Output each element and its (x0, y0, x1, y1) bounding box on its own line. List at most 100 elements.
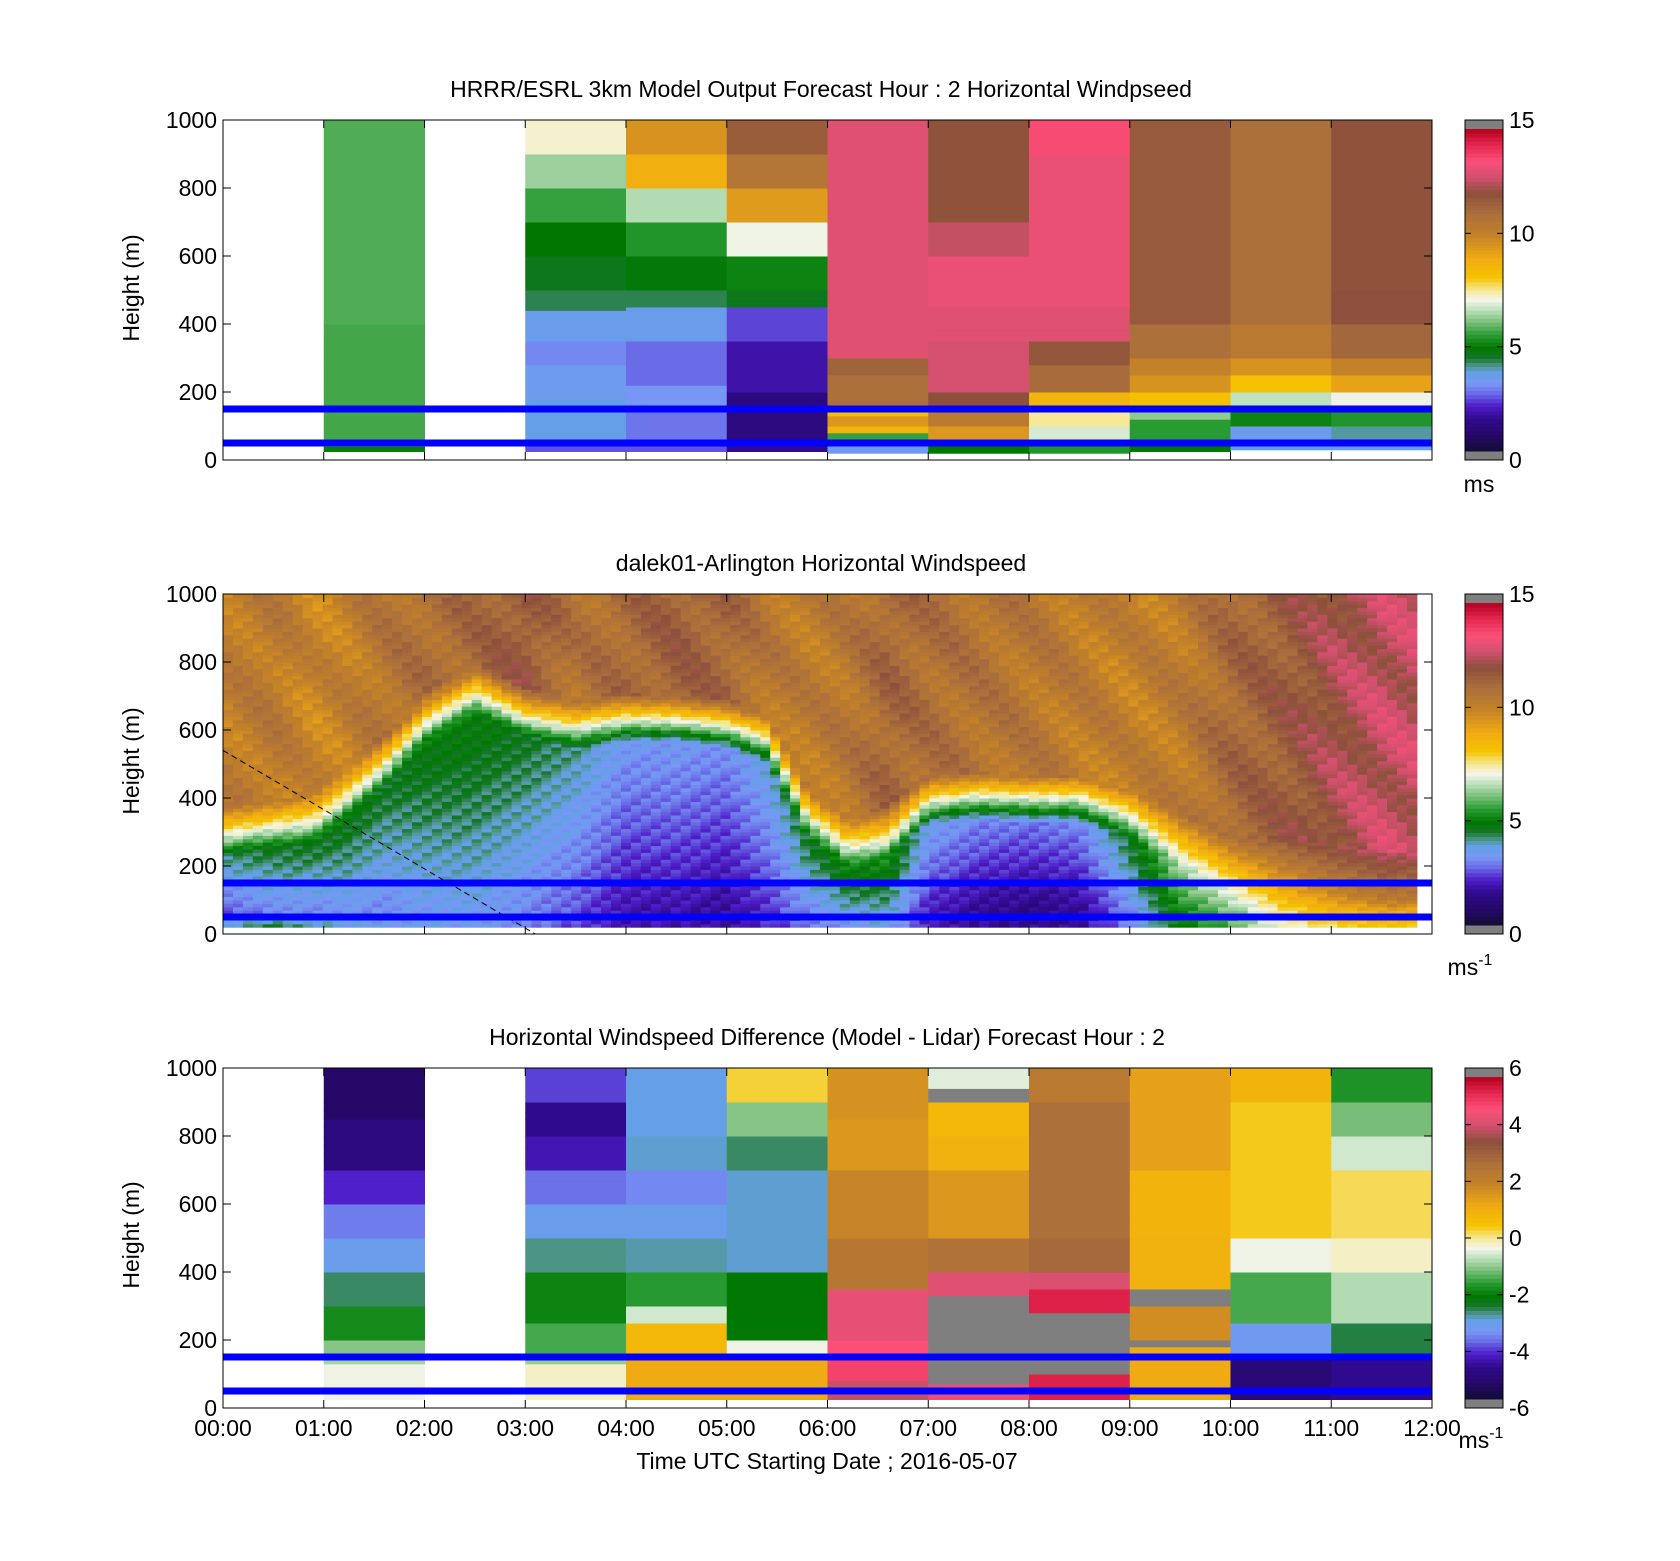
lidar-heatmap-cell (471, 781, 483, 785)
lidar-heatmap-cell (382, 716, 393, 721)
model-heatmap-cell (1029, 387, 1131, 393)
lidar-heatmap-cell (292, 675, 304, 680)
lidar-heatmap-cell (223, 641, 234, 646)
model-panel-ylabel: Height (m) (118, 234, 144, 341)
lidar-heatmap-cell (561, 743, 572, 748)
lidar-heatmap-cell (611, 906, 622, 911)
lidar-heatmap-cell (611, 689, 622, 694)
lidar-heatmap-cell (531, 869, 542, 874)
lidar-heatmap-cell (232, 889, 244, 894)
lidar-heatmap-cell (342, 801, 353, 806)
model-heatmap-cell (525, 293, 627, 298)
lidar-heatmap-cell (501, 798, 513, 802)
lidar-heatmap-cell (620, 838, 632, 843)
lidar-heatmap-cell (322, 842, 333, 847)
lidar-heatmap-cell (382, 872, 393, 877)
lidar-heatmap-cell (481, 866, 493, 870)
lidar-heatmap-cell (382, 696, 393, 700)
lidar-heatmap-cell (232, 719, 244, 724)
lidar-heatmap-cell (541, 886, 552, 891)
lidar-heatmap-cell (571, 774, 582, 779)
lidar-heatmap-cell (362, 801, 373, 806)
lidar-heatmap-cell (611, 842, 622, 847)
lidar-heatmap-cell (531, 896, 542, 901)
model-heatmap-cell (1029, 230, 1131, 257)
lidar-heatmap-cell (372, 641, 383, 646)
lidar-heatmap-cell (511, 825, 522, 830)
lidar-heatmap-cell (481, 713, 493, 717)
lidar-heatmap-cell (601, 794, 612, 799)
lidar-heatmap-cell (392, 872, 403, 877)
lidar-heatmap-cell (461, 845, 473, 850)
lidar-heatmap-cell (412, 910, 423, 915)
lidar-heatmap-cell (342, 781, 353, 785)
lidar-heatmap-cell (392, 842, 403, 847)
model-heatmap-cell (928, 414, 1030, 418)
lidar-heatmap-cell (382, 903, 393, 908)
lidar-heatmap-cell (242, 641, 254, 646)
lidar-heatmap-cell (620, 876, 632, 881)
lidar-heatmap-cell (302, 835, 314, 840)
lidar-heatmap-cell (461, 651, 473, 656)
lidar-heatmap-cell (402, 713, 413, 717)
lidar-heatmap-cell (561, 767, 572, 772)
lidar-heatmap-cell (591, 845, 602, 850)
lidar-heatmap-cell (531, 604, 542, 609)
lidar-heatmap-cell (451, 733, 463, 738)
lidar-heatmap-cell (630, 645, 642, 649)
lidar-heatmap-cell (461, 624, 473, 629)
lidar-heatmap-cell (302, 617, 314, 622)
lidar-heatmap-cell (491, 723, 503, 728)
lidar-heatmap-cell (581, 923, 592, 928)
lidar-heatmap-cell (342, 787, 353, 792)
lidar-heatmap-cell (431, 886, 443, 891)
lidar-heatmap-cell (451, 821, 463, 826)
lidar-heatmap-cell (362, 645, 373, 649)
model-heatmap-cell (726, 176, 828, 183)
lidar-heatmap-cell (511, 821, 522, 826)
lidar-heatmap-cell (501, 781, 513, 785)
lidar-heatmap-cell (471, 730, 483, 734)
lidar-heatmap-cell (451, 719, 463, 724)
lidar-heatmap-cell (620, 696, 632, 700)
lidar-heatmap-cell (372, 733, 383, 738)
lidar-heatmap-cell (272, 631, 284, 636)
lidar-heatmap-cell (531, 740, 542, 745)
lidar-heatmap-cell (242, 862, 254, 867)
lidar-heatmap-cell (352, 740, 363, 745)
lidar-heatmap-cell (650, 787, 662, 792)
lidar-heatmap-cell (591, 645, 602, 649)
model-heatmap-cell (726, 290, 828, 294)
lidar-heatmap-cell (481, 736, 493, 741)
lidar-heatmap-cell (382, 719, 393, 724)
lidar-heatmap-cell (312, 866, 323, 870)
model-heatmap-cell (1331, 435, 1433, 438)
lidar-heatmap-cell (421, 835, 433, 840)
lidar-heatmap-cell (481, 706, 493, 711)
model-heatmap-cell (1029, 437, 1131, 441)
lidar-heatmap-cell (601, 736, 612, 741)
lidar-heatmap-cell (242, 798, 254, 802)
lidar-heatmap-cell (332, 624, 343, 629)
lidar-heatmap-cell (551, 740, 562, 745)
lidar-heatmap-cell (441, 713, 453, 717)
lidar-heatmap-cell (471, 835, 483, 840)
lidar-heatmap-cell (362, 628, 373, 632)
lidar-heatmap-cell (650, 910, 662, 915)
lidar-heatmap-cell (252, 815, 264, 819)
lidar-heatmap-cell (541, 774, 552, 779)
lidar-heatmap-cell (372, 835, 383, 840)
lidar-heatmap-cell (441, 600, 453, 605)
lidar-heatmap-cell (481, 757, 493, 762)
model-heatmap-cell (626, 165, 728, 172)
lidar-heatmap-cell (561, 675, 572, 680)
lidar-heatmap-cell (412, 699, 423, 704)
lidar-heatmap-cell (441, 638, 453, 643)
lidar-heatmap-cell (282, 855, 294, 860)
lidar-heatmap-cell (362, 872, 373, 877)
lidar-heatmap-cell (242, 713, 254, 717)
lidar-heatmap-cell (312, 723, 323, 728)
lidar-heatmap-cell (471, 628, 483, 632)
lidar-heatmap-cell (541, 767, 552, 772)
lidar-heatmap-cell (551, 770, 562, 775)
